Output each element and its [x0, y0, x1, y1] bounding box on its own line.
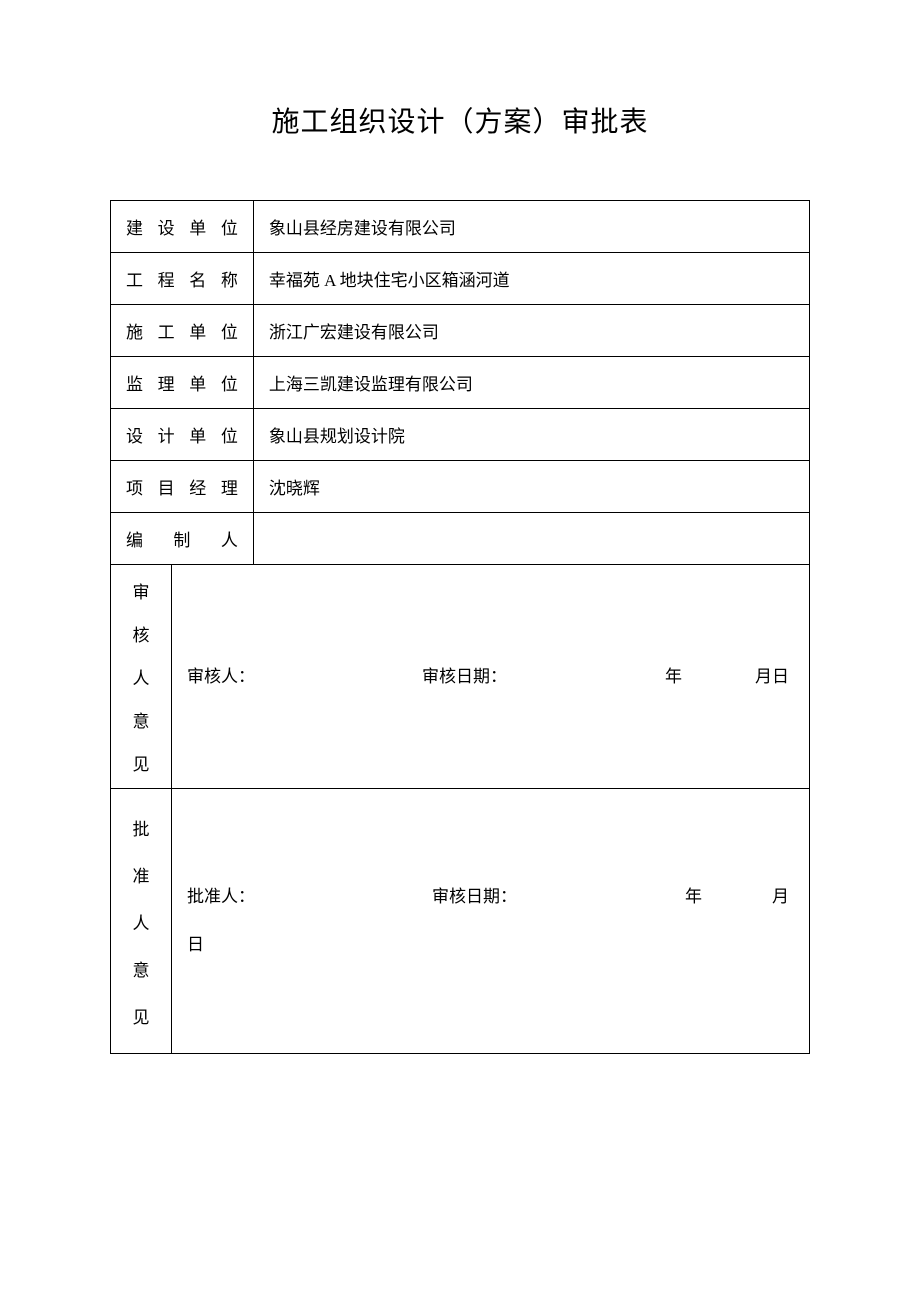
approver-char-5: 见 — [133, 1003, 150, 1028]
approver-day-label: 日 — [187, 921, 794, 969]
reviewer-date-label: 审核日期： — [422, 658, 597, 695]
project-name-value: 幸福苑 A 地块住宅小区箱涵河道 — [253, 253, 809, 305]
compiler-value — [253, 513, 809, 565]
approver-signature-label: 批准人： — [187, 873, 432, 921]
construction-unit-value: 象山县经房建设有限公司 — [253, 201, 809, 253]
project-name-label: 工程名称 — [111, 253, 254, 305]
reviewer-signature-label: 审核人： — [187, 658, 422, 695]
row-approver-opinion: 批 准 人 意 见 批准人： 审核日期： 年 月 日 — [111, 789, 810, 1054]
approver-char-1: 批 — [133, 815, 150, 840]
approval-form-table: 建设单位 象山县经房建设有限公司 工程名称 幸福苑 A 地块住宅小区箱涵河道 施… — [110, 200, 810, 1054]
approver-char-3: 人 — [133, 909, 150, 934]
approver-char-2: 准 — [133, 862, 150, 887]
reviewer-char-3: 人 — [133, 664, 150, 689]
builder-unit-label: 施工单位 — [111, 305, 254, 357]
approver-month-label: 月 — [702, 873, 794, 921]
project-manager-label: 项目经理 — [111, 461, 254, 513]
reviewer-opinion-content: 审核人： 审核日期： 年 月 日 — [172, 565, 810, 789]
reviewer-char-1: 审 — [133, 578, 150, 603]
row-reviewer-opinion: 审 核 人 意 见 审核人： 审核日期： 年 月 日 — [111, 565, 810, 789]
reviewer-char-2: 核 — [133, 621, 150, 646]
builder-unit-value: 浙江广宏建设有限公司 — [253, 305, 809, 357]
approver-opinion-label: 批 准 人 意 见 — [111, 789, 172, 1054]
compiler-label: 编 制 人 — [111, 513, 254, 565]
approver-year-label: 年 — [627, 873, 702, 921]
row-design-unit: 设计单位 象山县规划设计院 — [111, 409, 810, 461]
reviewer-month-label: 月 — [682, 658, 772, 695]
row-project-name: 工程名称 幸福苑 A 地块住宅小区箱涵河道 — [111, 253, 810, 305]
reviewer-year-label: 年 — [597, 658, 682, 695]
project-manager-value: 沈晓辉 — [253, 461, 809, 513]
design-unit-label: 设计单位 — [111, 409, 254, 461]
approver-date-label: 审核日期： — [432, 873, 627, 921]
approver-opinion-content: 批准人： 审核日期： 年 月 日 — [172, 789, 810, 1054]
construction-unit-label: 建设单位 — [111, 201, 254, 253]
row-supervision-unit: 监理单位 上海三凯建设监理有限公司 — [111, 357, 810, 409]
reviewer-char-5: 见 — [133, 750, 150, 775]
row-construction-unit: 建设单位 象山县经房建设有限公司 — [111, 201, 810, 253]
supervision-unit-label: 监理单位 — [111, 357, 254, 409]
design-unit-value: 象山县规划设计院 — [253, 409, 809, 461]
page-title: 施工组织设计（方案）审批表 — [110, 100, 810, 140]
reviewer-char-4: 意 — [133, 707, 150, 732]
approver-char-4: 意 — [133, 956, 150, 981]
reviewer-opinion-label: 审 核 人 意 见 — [111, 565, 172, 789]
row-compiler: 编 制 人 — [111, 513, 810, 565]
reviewer-day-label: 日 — [772, 658, 794, 695]
row-project-manager: 项目经理 沈晓辉 — [111, 461, 810, 513]
row-builder-unit: 施工单位 浙江广宏建设有限公司 — [111, 305, 810, 357]
supervision-unit-value: 上海三凯建设监理有限公司 — [253, 357, 809, 409]
